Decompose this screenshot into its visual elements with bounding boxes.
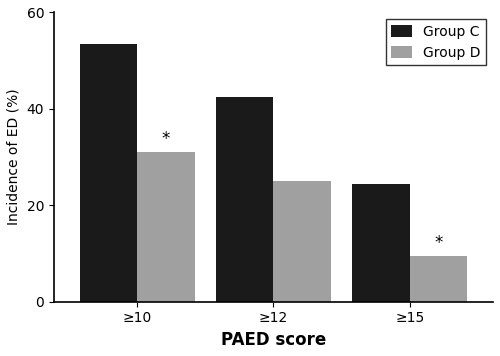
X-axis label: PAED score: PAED score (221, 331, 326, 349)
Text: *: * (162, 130, 170, 148)
Y-axis label: Incidence of ED (%): Incidence of ED (%) (7, 89, 21, 225)
Text: *: * (434, 234, 442, 252)
Bar (274, 181, 331, 302)
Bar (137, 152, 194, 302)
Legend: Group C, Group D: Group C, Group D (386, 19, 486, 66)
Bar (216, 97, 274, 302)
Bar (410, 256, 468, 302)
Bar (352, 184, 410, 302)
Bar (80, 44, 137, 302)
